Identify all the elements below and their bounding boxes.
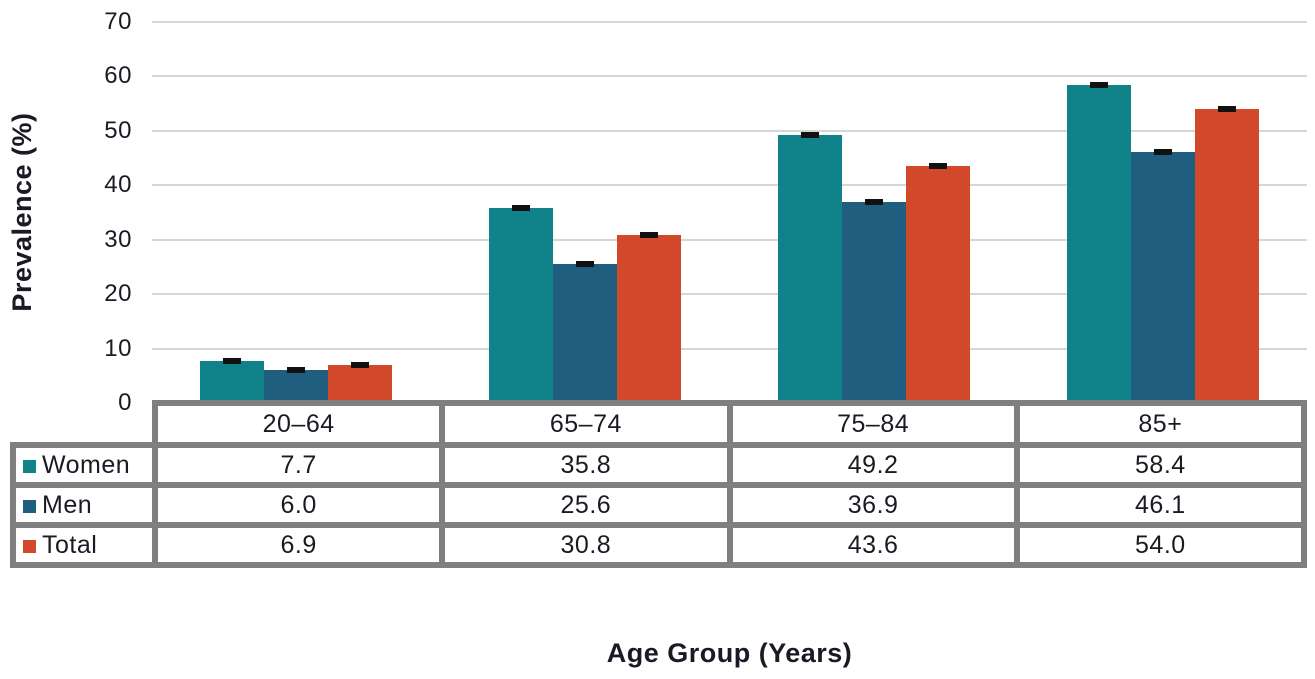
bar-men	[264, 370, 329, 407]
bar-total	[1194, 109, 1259, 407]
legend-label-text: Total	[42, 530, 98, 559]
value-cell: 30.8	[439, 522, 733, 568]
legend-label-text: Men	[42, 490, 93, 519]
gridline	[152, 75, 1307, 78]
table-corner-empty	[13, 403, 155, 445]
value-cell: 35.8	[439, 442, 733, 488]
bar-women	[1066, 85, 1131, 407]
value-cell: 36.9	[726, 482, 1020, 528]
error-bar-cap	[928, 162, 947, 169]
gridline	[152, 347, 1307, 350]
age-group-header: 65–74	[439, 400, 733, 448]
value-cell: 58.4	[1013, 442, 1308, 488]
data-table: 20–64 65–74 75–84 85+ Women 7.7 35.8 49.2 58.4 M…	[10, 400, 1308, 568]
value-cell: 49.2	[726, 442, 1020, 488]
bar-women	[777, 135, 842, 407]
error-bar-cap	[576, 260, 595, 267]
bar-total	[617, 235, 682, 407]
error-bar-cap	[800, 132, 819, 139]
table-row: Men 6.0 25.6 36.9 46.1	[10, 482, 1308, 528]
gridline	[152, 184, 1307, 187]
table-row: Women 7.7 35.8 49.2 58.4	[10, 442, 1308, 488]
y-tick-label: 20	[104, 280, 132, 308]
value-cell: 6.9	[151, 522, 446, 568]
legend-swatch-icon	[23, 499, 36, 513]
bar-men	[553, 263, 618, 407]
y-tick-label: 10	[104, 334, 132, 362]
error-bar-cap	[512, 205, 531, 212]
x-axis-title: Age Group (Years)	[606, 638, 853, 668]
error-bar-cap	[223, 358, 242, 365]
y-tick-label: 70	[104, 8, 132, 35]
age-group-header: 20–64	[151, 400, 446, 448]
age-group-header: 85+	[1013, 400, 1308, 448]
table-header-row: 20–64 65–74 75–84 85+	[13, 400, 1308, 448]
bar-women	[200, 361, 265, 407]
value-cell: 25.6	[439, 482, 733, 528]
error-bar-cap	[1089, 82, 1108, 89]
bar-women	[489, 208, 554, 407]
value-cell: 46.1	[1013, 482, 1308, 528]
gridline	[152, 293, 1307, 296]
error-bar-cap	[864, 199, 883, 206]
value-cell: 6.0	[151, 482, 446, 528]
bar-men	[841, 202, 906, 407]
value-cell: 54.0	[1013, 522, 1308, 568]
gridline	[152, 21, 1307, 23]
bar-total	[328, 365, 393, 407]
error-bar-cap	[1153, 149, 1172, 156]
y-tick-label: 40	[104, 171, 132, 199]
legend-swatch-icon	[23, 539, 36, 553]
age-group-header: 75–84	[726, 400, 1020, 448]
value-cell: 7.7	[151, 442, 446, 488]
legend-row-label: Women	[10, 442, 158, 488]
y-tick-label: 30	[104, 225, 132, 253]
gridline	[152, 238, 1307, 241]
y-tick-label: 60	[104, 62, 132, 90]
legend-swatch-icon	[23, 459, 36, 473]
legend-row-label: Men	[10, 482, 158, 528]
error-bar-cap	[1217, 106, 1236, 113]
y-tick-label: 0	[118, 389, 132, 416]
value-cell: 43.6	[726, 522, 1020, 568]
bar-men	[1130, 152, 1195, 407]
error-bar-cap	[351, 362, 370, 369]
gridline	[152, 129, 1307, 132]
error-bar-cap	[287, 367, 306, 374]
legend-label-text: Women	[42, 450, 131, 479]
error-bar-cap	[640, 232, 659, 239]
legend-row-label: Total	[10, 522, 158, 568]
bar-total	[905, 165, 970, 407]
y-tick-label: 50	[104, 116, 132, 144]
table-row: Total 6.9 30.8 43.6 54.0	[10, 522, 1308, 568]
y-axis-title: Prevalence (%)	[7, 112, 37, 312]
